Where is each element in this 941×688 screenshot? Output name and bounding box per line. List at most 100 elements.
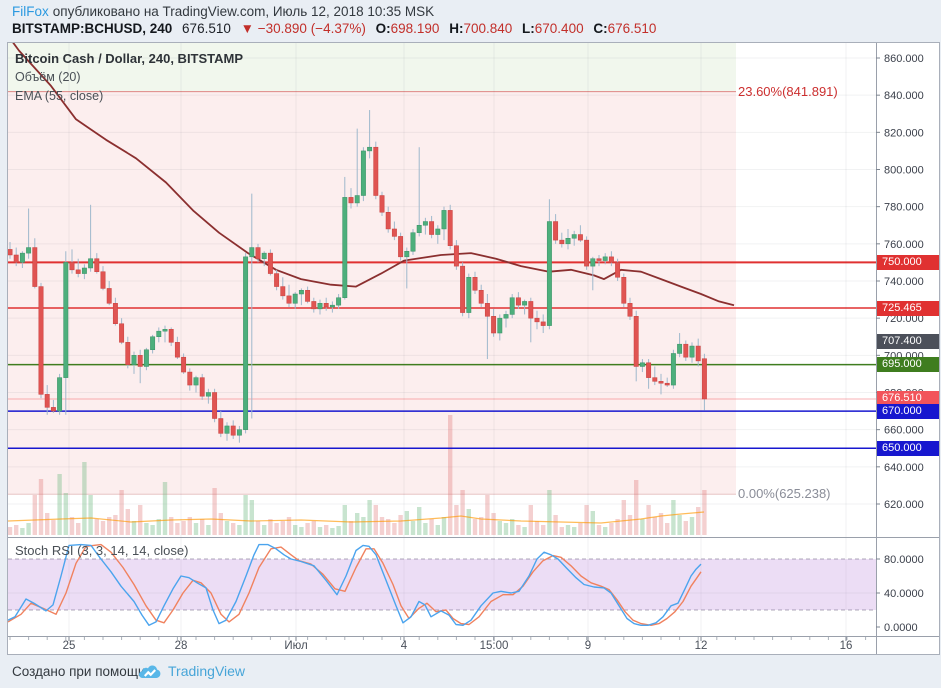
stoch-d-line: [8, 543, 702, 626]
volume-bar: [640, 519, 645, 535]
candle-body: [8, 249, 13, 256]
candle-body: [305, 290, 311, 302]
volume-bar: [305, 523, 310, 535]
candle-body: [329, 304, 335, 308]
volume-bar: [119, 490, 124, 535]
volume-bar: [460, 490, 465, 535]
candle-body: [515, 297, 521, 306]
volume-bar: [410, 521, 416, 535]
price-badge: 676.510: [877, 391, 939, 406]
volume-bar: [429, 519, 434, 535]
candle-body: [298, 290, 304, 295]
candle-body: [522, 301, 528, 306]
candle-body: [143, 349, 149, 367]
candle-body: [478, 290, 484, 304]
volume-bar: [665, 523, 670, 535]
candle-body: [174, 342, 180, 358]
symbol-name: BITSTAMP:BCHUSD, 240: [12, 21, 173, 36]
candle-body: [336, 297, 342, 306]
candle-body: [218, 418, 224, 434]
candle-body: [497, 317, 503, 334]
publisher-link[interactable]: FilFox: [12, 4, 49, 19]
candle-body: [50, 407, 56, 412]
time-axis-label: 9: [585, 640, 591, 652]
volume-bar: [243, 495, 248, 535]
price-change: −30.890 (−4.37%): [257, 21, 366, 36]
volume-bar: [398, 515, 403, 535]
volume-bar: [547, 490, 552, 535]
volume-bar: [503, 523, 509, 535]
volume-bar: [448, 415, 453, 535]
candle-body: [540, 321, 546, 326]
candle-body: [503, 314, 509, 319]
volume-bar: [14, 525, 19, 535]
volume-bar: [268, 519, 273, 535]
volume-bar: [8, 527, 13, 535]
ema-line: [12, 43, 735, 307]
volume-bar: [553, 515, 558, 535]
candle-body: [546, 221, 552, 326]
publish-text: опубликовано на TradingView.com, Июль 12…: [52, 4, 435, 19]
candle-body: [137, 355, 143, 367]
volume-bar: [94, 519, 99, 535]
volume-bar: [615, 519, 620, 535]
volume-bar: [348, 521, 354, 535]
candle-body: [342, 197, 348, 298]
symbol-info-bar: BITSTAMP:BCHUSD, 240 676.510 ▼ −30.890 (…: [12, 21, 656, 36]
candle-body: [410, 232, 416, 252]
candle-body: [435, 228, 441, 235]
volume-bar: [38, 479, 44, 535]
candle-body: [13, 254, 19, 263]
created-with-text: Создано при помощи: [12, 664, 146, 679]
price-axis-label: 620.000: [884, 499, 924, 511]
candle-body: [615, 262, 621, 278]
candle-body: [633, 316, 639, 367]
volume-bar: [82, 462, 87, 535]
candle-body: [509, 297, 515, 315]
volume-bar: [689, 517, 695, 535]
price-badge: 725.465: [877, 301, 939, 316]
price-axis-label: 720.000: [884, 313, 924, 325]
tradingview-logo-icon: [138, 665, 161, 679]
time-axis-label: 25: [63, 640, 76, 652]
price-axis-label: 640.000: [884, 462, 924, 474]
candle-body: [472, 277, 478, 291]
candle-body: [664, 382, 670, 386]
price-badge: 695.000: [877, 357, 939, 372]
candle-body: [596, 258, 602, 261]
candle-body: [88, 258, 94, 269]
chart-area: 620.000640.000660.000680.000700.000720.0…: [7, 42, 940, 655]
candle-body: [106, 288, 112, 304]
volume-bar: [683, 521, 688, 535]
candle-body: [652, 377, 658, 382]
header: FilFox опубликовано на TradingView.com, И…: [0, 0, 941, 42]
volume-bar: [528, 505, 533, 535]
volume-bar: [584, 505, 589, 535]
price-axis-label: 780.000: [884, 202, 924, 214]
time-axis-label: 15:00: [480, 640, 509, 652]
volume-bar: [404, 511, 409, 535]
volume-bar: [342, 505, 347, 535]
volume-bar: [417, 507, 422, 535]
volume-bar: [212, 488, 217, 535]
candle-body: [348, 197, 354, 204]
volume-bar: [26, 523, 31, 535]
volume-bar: [522, 527, 527, 535]
candle-body: [534, 317, 540, 323]
price-badge: 750.000: [877, 255, 939, 270]
volume-bar: [274, 523, 279, 535]
candle-body: [44, 394, 50, 408]
candle-body: [584, 239, 590, 267]
price-axis-label: 760.000: [884, 239, 924, 251]
candle-body: [249, 247, 255, 258]
volume-bar: [565, 525, 571, 535]
volume-bar: [113, 515, 118, 535]
tradingview-brand-link[interactable]: TradingView: [168, 663, 246, 679]
volume-bar: [169, 517, 174, 535]
candle-body: [689, 345, 695, 358]
volume-bar: [237, 525, 242, 535]
volume-bar: [677, 515, 682, 535]
candle-body: [131, 355, 137, 365]
volume-bar: [559, 527, 564, 535]
